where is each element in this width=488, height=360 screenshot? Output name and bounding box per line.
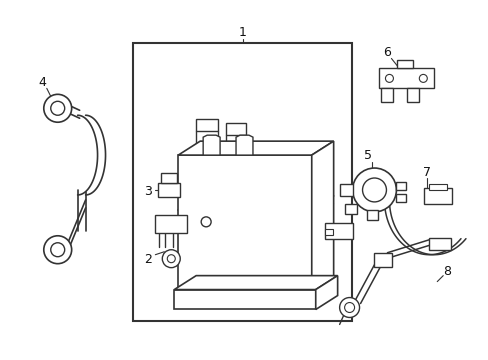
Bar (381, 88, 393, 102)
Bar (225, 123, 245, 135)
Bar (396, 182, 406, 190)
Circle shape (362, 178, 386, 202)
Polygon shape (174, 276, 337, 289)
Bar (178, 155, 311, 289)
Polygon shape (236, 135, 252, 155)
Circle shape (44, 94, 72, 122)
Circle shape (339, 298, 359, 318)
Text: 4: 4 (39, 76, 47, 89)
Polygon shape (203, 135, 220, 155)
Bar (161, 173, 177, 183)
Circle shape (419, 75, 427, 82)
Bar (428, 238, 450, 250)
Bar (374, 253, 392, 267)
Circle shape (51, 101, 64, 115)
Bar (196, 119, 218, 131)
Bar (158, 183, 180, 197)
Bar (344, 204, 356, 214)
Polygon shape (315, 276, 337, 310)
Bar (428, 184, 447, 190)
Polygon shape (311, 141, 333, 289)
Bar (339, 184, 352, 196)
Circle shape (201, 217, 211, 227)
Bar (379, 68, 433, 88)
Text: 2: 2 (144, 253, 152, 266)
Polygon shape (178, 141, 333, 155)
Bar (133, 42, 351, 321)
Bar (396, 194, 406, 202)
Text: 7: 7 (423, 166, 430, 179)
Bar (324, 223, 352, 239)
Text: 6: 6 (383, 46, 390, 59)
Circle shape (385, 75, 393, 82)
Circle shape (344, 302, 354, 312)
Bar (424, 188, 451, 204)
Bar (174, 289, 315, 310)
Bar (155, 215, 187, 233)
Circle shape (352, 168, 396, 212)
Circle shape (167, 255, 175, 263)
Text: 8: 8 (442, 265, 450, 278)
Bar (397, 60, 412, 68)
Bar (324, 229, 332, 235)
Text: 1: 1 (239, 26, 246, 39)
Circle shape (162, 250, 180, 268)
Bar (407, 88, 419, 102)
Bar (366, 210, 378, 220)
Circle shape (44, 236, 72, 264)
Text: 5: 5 (363, 149, 371, 162)
Text: 3: 3 (144, 185, 152, 198)
Circle shape (51, 243, 64, 257)
